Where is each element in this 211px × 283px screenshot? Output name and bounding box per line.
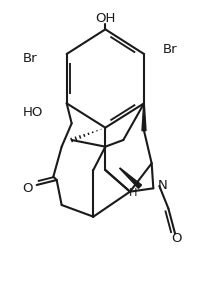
- Text: HO: HO: [23, 106, 43, 119]
- Text: O: O: [22, 182, 32, 195]
- Text: N: N: [157, 179, 167, 192]
- Polygon shape: [142, 103, 146, 131]
- Polygon shape: [120, 168, 142, 188]
- Text: OH: OH: [95, 12, 115, 25]
- Text: Br: Br: [163, 43, 177, 56]
- Text: O: O: [171, 232, 182, 245]
- Text: Br: Br: [23, 52, 37, 65]
- Text: H: H: [129, 188, 137, 198]
